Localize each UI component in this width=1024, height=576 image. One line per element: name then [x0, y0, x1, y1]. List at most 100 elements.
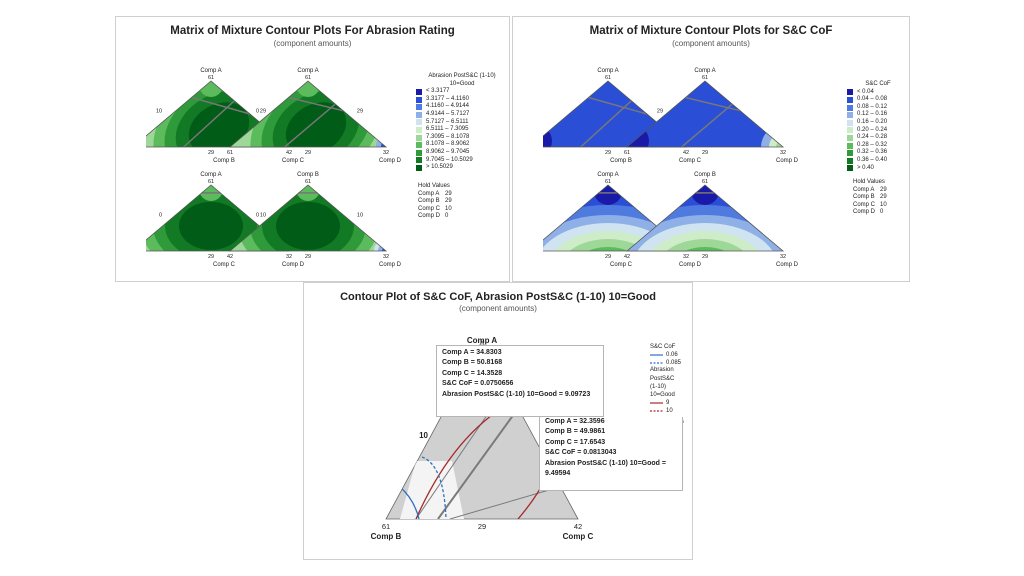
vertex-value: 32 [286, 254, 292, 260]
legend-range: 0.04 – 0.08 [857, 96, 888, 103]
legend-swatch [847, 127, 853, 134]
legend-swatch [847, 89, 853, 96]
legend-swatch [416, 88, 422, 95]
vertex-value: 61 [305, 179, 311, 185]
overlaid-contour-panel: Contour Plot of S&C CoF, Abrasion PostS&… [303, 282, 693, 560]
legend-item: 8.9062 – 9.7045 [416, 149, 508, 157]
contour-lines [399, 382, 557, 519]
contour-band [296, 185, 320, 201]
legend-range: 0.36 – 0.40 [857, 156, 888, 163]
legend-item: 0.16 – 0.20 [847, 119, 909, 127]
vertex-label: Comp C [610, 262, 633, 268]
legend-range: 6.5111 – 7.3095 [426, 126, 469, 133]
hold-value-row: Comp B 29 [853, 194, 887, 200]
hold-line [685, 96, 741, 112]
legend-item: < 0.04 [847, 89, 909, 97]
edge-value: 0 [256, 213, 259, 219]
legend-swatch [416, 126, 422, 133]
edge-value: 29 [305, 254, 311, 260]
ternary-border [543, 80, 688, 148]
hold-line [449, 487, 557, 519]
vertex-label: Comp C [563, 532, 594, 541]
ternary-border [228, 184, 388, 252]
panel-title: Contour Plot of S&C CoF, Abrasion PostS&… [340, 291, 656, 303]
vertex-value: 42 [286, 150, 292, 156]
legend-range: < 3.3177 [426, 88, 450, 95]
legend-item: 5.7127 – 6.5111 [416, 119, 508, 127]
vertex-label: Comp A [200, 172, 221, 178]
contour-fill [627, 185, 783, 251]
vertex-value: 42 [574, 522, 582, 531]
edge-value: 29 [657, 109, 663, 115]
legend-swatch [416, 111, 422, 118]
legend-range: 5.7127 – 6.5111 [426, 118, 469, 125]
vertex-label: Comp D [379, 158, 402, 164]
vertex-label: Comp B [610, 158, 632, 164]
vertex-label: Comp B [297, 172, 319, 178]
ternary-plot: Comp B61 42 29 32 Comp C Comp D [610, 172, 799, 268]
ternary-border [146, 184, 291, 252]
legend-item: 0.36 – 0.40 [847, 157, 909, 165]
vertex-value: 32 [683, 254, 689, 260]
vertex-label: Comp D [776, 262, 799, 268]
legend-swatch [416, 134, 422, 141]
legend-title: S&C CoF [865, 81, 891, 87]
edge-value: 29 [605, 254, 611, 260]
legend-swatch [847, 157, 853, 164]
edge-value: 10 [357, 213, 363, 219]
legend-swatch [847, 96, 853, 103]
legend-item: 0.04 – 0.08 [847, 96, 909, 104]
hold-line [681, 103, 733, 148]
vertex-label: Comp B [371, 532, 402, 541]
edge-value: 0 [159, 213, 162, 219]
legend-range: 8.9062 – 9.7045 [426, 148, 470, 155]
vertex-value: 61 [702, 179, 708, 185]
contour-band [199, 185, 223, 201]
legend-range: 0.28 – 0.32 [857, 141, 888, 148]
vertex-label: Comp C [282, 158, 305, 164]
cof-contour-0.085 [421, 456, 447, 519]
legend-swatch [847, 119, 853, 126]
contour-band [691, 185, 719, 205]
hold-line [288, 96, 344, 112]
legend-swatch [416, 104, 422, 111]
hold-value-row: Comp A 29 [418, 190, 452, 197]
ternary-border [625, 184, 785, 252]
contour-region [627, 81, 783, 147]
legend-item: 8.1078 – 8.9062 [416, 141, 508, 149]
edge-value: 29 [357, 109, 363, 115]
vertex-value: 42 [624, 254, 630, 260]
abrasion-legend-item: 9 [650, 399, 670, 406]
vertex-value: 61 [208, 75, 214, 81]
contour-band [285, 102, 347, 147]
legend-title: Abrasion PostS&C (1-10) [428, 73, 496, 79]
legend-item: 0.08 – 0.12 [847, 104, 909, 112]
vertex-label: Comp A [467, 336, 498, 345]
cof-legend-item: 0.085 [650, 359, 682, 366]
legend-item: 6.5111 – 7.3095 [416, 126, 508, 134]
contour-band [179, 201, 243, 250]
point-tooltip: Comp A = 32.3596 Comp B = 49.9861 Comp C… [539, 417, 683, 491]
vertex-value: 61 [605, 75, 611, 81]
legend-item: 3.3177 – 4.1160 [416, 96, 508, 104]
cof-contour-0.06 [399, 486, 420, 519]
contour-band [276, 201, 340, 250]
hold-value-row: Comp C 10 [418, 205, 452, 212]
legend-range: 0.32 – 0.36 [857, 149, 888, 156]
hold-line [580, 100, 632, 148]
hold-values: Hold Values Comp A 29 Comp B 29 Comp C 10 Comp… [853, 179, 887, 217]
legend-item: 0.20 – 0.24 [847, 127, 909, 135]
hold-value-row: Comp C 10 [853, 201, 887, 208]
legend-item: 0.12 – 0.16 [847, 111, 909, 119]
legend-swatch [847, 134, 853, 141]
vertex-value: 42 [683, 150, 689, 156]
hold-line [183, 100, 235, 148]
cof-legend: S&C CoF < 0.04 0.04 – 0.08 0.08 – 0.12 0.12… [847, 81, 909, 172]
legend-swatch [416, 149, 422, 156]
panel-subtitle: (component amounts) [672, 39, 750, 48]
vertex-value: 32 [383, 254, 389, 260]
vertex-label: Comp A [694, 68, 715, 74]
